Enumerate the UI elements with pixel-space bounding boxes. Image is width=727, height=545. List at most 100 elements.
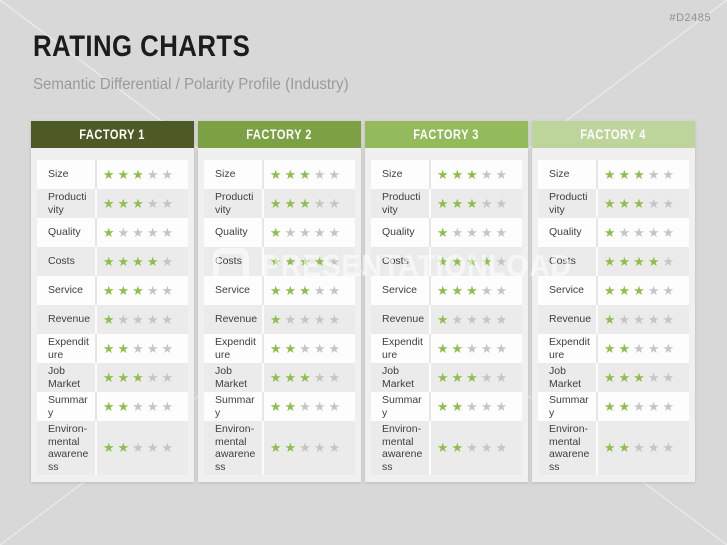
rating-row: Job Market ★★★★★ (204, 363, 355, 392)
star-icon: ★ (495, 369, 511, 385)
star-rating: ★★★★★ (598, 283, 689, 299)
star-icon: ★ (102, 224, 118, 240)
star-icon: ★ (146, 340, 162, 356)
star-icon: ★ (102, 253, 118, 269)
star-icon: ★ (618, 369, 634, 385)
star-icon: ★ (132, 224, 147, 240)
star-icon: ★ (451, 369, 467, 385)
criterion-label: Quality (204, 218, 264, 247)
star-icon: ★ (647, 311, 663, 327)
criterion-label: Size (37, 160, 97, 189)
star-icon: ★ (662, 340, 678, 356)
star-icon: ★ (603, 440, 619, 455)
star-rating: ★★★★★ (598, 399, 689, 415)
star-icon: ★ (284, 311, 300, 327)
rating-row: Quality ★★★★★ (538, 218, 689, 247)
star-icon: ★ (480, 224, 496, 240)
star-rating: ★★★★★ (97, 196, 188, 212)
star-icon: ★ (313, 311, 329, 327)
star-icon: ★ (284, 440, 300, 455)
rating-row: Revenue ★★★★★ (204, 305, 355, 334)
star-icon: ★ (161, 369, 177, 385)
star-icon: ★ (269, 340, 285, 356)
star-rating: ★★★★★ (598, 312, 689, 328)
star-icon: ★ (146, 224, 162, 240)
criterion-label: Costs (37, 247, 97, 276)
star-icon: ★ (451, 340, 467, 356)
rating-rows: Size ★★★★★ Productivity ★★★★★ Quality ★★… (31, 148, 194, 482)
factory-name: FACTORY 2 (246, 127, 313, 142)
criterion-label: Job Market (371, 363, 431, 392)
star-icon: ★ (313, 224, 329, 240)
star-rating: ★★★★★ (264, 196, 355, 212)
star-icon: ★ (603, 166, 619, 182)
criterion-label: Environ-mental awareness (37, 421, 97, 475)
rating-rows: Size ★★★★★ Productivity ★★★★★ Quality ★★… (532, 148, 695, 482)
star-icon: ★ (132, 253, 147, 269)
criterion-label: Revenue (37, 305, 97, 334)
page-title: RATING CHARTS (33, 30, 251, 63)
star-icon: ★ (299, 253, 314, 269)
criterion-label: Expenditure (538, 334, 598, 363)
criterion-label: Productivity (371, 189, 431, 218)
rating-row: Summary ★★★★★ (204, 392, 355, 421)
star-rating: ★★★★★ (264, 370, 355, 386)
star-rating: ★★★★★ (97, 440, 188, 456)
star-rating: ★★★★★ (264, 399, 355, 415)
criterion-label: Summary (371, 392, 431, 421)
rating-row: Productivity ★★★★★ (204, 189, 355, 218)
star-icon: ★ (618, 195, 634, 211)
star-icon: ★ (603, 311, 619, 327)
star-icon: ★ (647, 166, 663, 182)
star-icon: ★ (436, 253, 452, 269)
criterion-label: Expenditure (37, 334, 97, 363)
star-icon: ★ (284, 166, 300, 182)
star-icon: ★ (146, 311, 162, 327)
star-rating: ★★★★★ (97, 254, 188, 270)
star-icon: ★ (466, 253, 481, 269)
star-icon: ★ (495, 253, 511, 269)
star-icon: ★ (480, 440, 496, 455)
star-icon: ★ (102, 440, 118, 455)
criterion-label: Environ-mental awareness (538, 421, 598, 475)
star-icon: ★ (132, 440, 147, 455)
criterion-label: Size (538, 160, 598, 189)
star-rating: ★★★★★ (97, 399, 188, 415)
star-icon: ★ (146, 440, 162, 455)
star-rating: ★★★★★ (431, 167, 522, 183)
star-icon: ★ (269, 224, 285, 240)
star-icon: ★ (313, 195, 329, 211)
rating-row: Service ★★★★★ (538, 276, 689, 305)
criterion-label: Size (371, 160, 431, 189)
star-icon: ★ (117, 311, 133, 327)
star-icon: ★ (132, 311, 147, 327)
rating-row: Environ-mental awareness ★★★★★ (37, 421, 188, 475)
star-rating: ★★★★★ (97, 312, 188, 328)
star-icon: ★ (328, 340, 344, 356)
rating-row: Job Market ★★★★★ (538, 363, 689, 392)
rating-row: Environ-mental awareness ★★★★★ (538, 421, 689, 475)
star-icon: ★ (633, 398, 648, 414)
criterion-label: Job Market (538, 363, 598, 392)
star-icon: ★ (451, 282, 467, 298)
factory-panel-2: FACTORY 2 Size ★★★★★ Productivity ★★★★★ … (198, 121, 361, 482)
star-icon: ★ (633, 340, 648, 356)
star-icon: ★ (269, 195, 285, 211)
star-icon: ★ (146, 166, 162, 182)
star-icon: ★ (451, 311, 467, 327)
rating-row: Revenue ★★★★★ (371, 305, 522, 334)
star-icon: ★ (618, 440, 634, 455)
rating-row: Costs ★★★★★ (204, 247, 355, 276)
star-icon: ★ (132, 282, 147, 298)
star-icon: ★ (480, 369, 496, 385)
star-rating: ★★★★★ (264, 167, 355, 183)
star-icon: ★ (603, 282, 619, 298)
rating-row: Costs ★★★★★ (538, 247, 689, 276)
star-icon: ★ (284, 369, 300, 385)
rating-row: Environ-mental awareness ★★★★★ (204, 421, 355, 475)
star-rating: ★★★★★ (264, 440, 355, 456)
star-icon: ★ (284, 195, 300, 211)
rating-rows: Size ★★★★★ Productivity ★★★★★ Quality ★★… (198, 148, 361, 482)
criterion-label: Environ-mental awareness (371, 421, 431, 475)
